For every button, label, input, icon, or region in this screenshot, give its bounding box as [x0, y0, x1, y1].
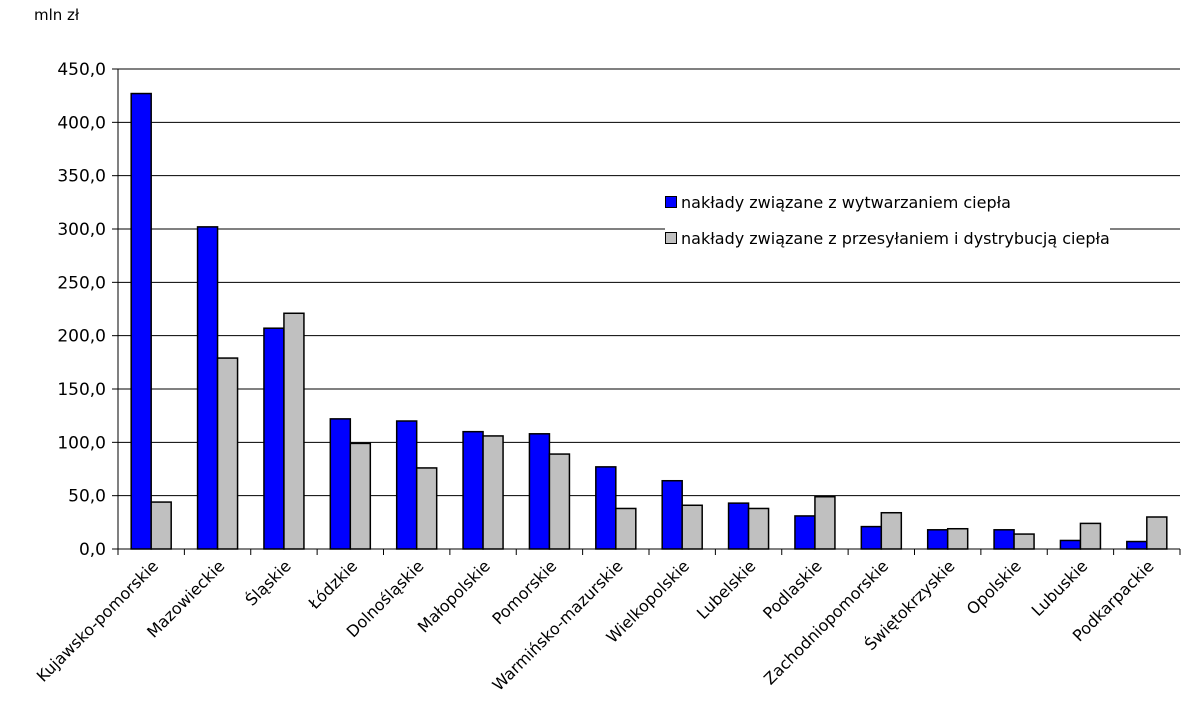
- y-tick-label: 150,0: [57, 380, 106, 400]
- x-category-label: Śląskie: [242, 556, 295, 609]
- x-category-label: Lubelskie: [693, 556, 760, 623]
- bar-production: [860, 525, 883, 550]
- bar-distribution: [880, 511, 903, 550]
- bar-production: [196, 226, 219, 550]
- bar-distribution: [548, 453, 571, 550]
- y-tick-label: 50,0: [68, 487, 106, 507]
- bar-distribution: [946, 527, 969, 550]
- bar-production: [528, 433, 551, 550]
- legend-label-distribution: nakłady związane z przesyłaniem i dystry…: [681, 228, 1110, 248]
- x-category-label: Podlaskie: [759, 556, 826, 623]
- bar-production: [395, 420, 418, 550]
- y-tick-label: 250,0: [57, 273, 106, 293]
- y-tick-label: 450,0: [57, 60, 106, 80]
- x-category-label: Opolskie: [963, 556, 1025, 618]
- bar-production: [727, 502, 750, 550]
- y-tick-label: 0,0: [79, 540, 106, 560]
- bar-distribution: [615, 507, 637, 550]
- bar-production: [462, 430, 484, 550]
- bar-distribution: [681, 504, 703, 550]
- x-category-label: Warmińsko-mazurskie: [489, 556, 627, 694]
- legend-label-production: nakłady związane z wytwarzaniem ciepła: [681, 192, 1011, 212]
- bar-distribution: [1079, 522, 1102, 550]
- bar-distribution: [283, 312, 305, 550]
- bar-production: [661, 479, 683, 550]
- bar-production: [926, 529, 949, 550]
- legend-item-distribution: nakłady związane z przesyłaniem i dystry…: [665, 226, 1110, 250]
- y-tick-label: 100,0: [57, 433, 106, 453]
- bar-production: [595, 466, 617, 550]
- bar-production: [794, 515, 816, 550]
- bar-production: [130, 92, 152, 550]
- legend-swatch-distribution: [665, 232, 677, 244]
- bar-distribution: [814, 495, 836, 550]
- y-tick-label: 400,0: [57, 113, 106, 133]
- bars: [130, 92, 1168, 550]
- bar-production: [1059, 539, 1082, 550]
- bar-distribution: [150, 501, 172, 550]
- bar-distribution: [216, 357, 239, 550]
- legend-swatch-production: [665, 196, 677, 208]
- y-tick-label: 300,0: [57, 220, 106, 240]
- bar-distribution: [1013, 533, 1035, 550]
- x-category-label: Łódzkie: [304, 556, 361, 613]
- y-tick-label: 350,0: [57, 167, 106, 187]
- bar-distribution: [1146, 516, 1168, 550]
- legend-item-production: nakłady związane z wytwarzaniem ciepła: [665, 190, 1110, 214]
- bar-distribution: [415, 467, 438, 550]
- bar-distribution: [349, 442, 372, 550]
- legend: nakłady związane z wytwarzaniem ciepła n…: [665, 190, 1110, 262]
- bar-distribution: [482, 435, 504, 550]
- x-category-label: Kujawsko-pomorskie: [33, 556, 162, 685]
- bar-distribution: [747, 507, 770, 550]
- bar-production: [1126, 540, 1148, 550]
- y-axis-unit-label: mln zł: [34, 6, 80, 24]
- bar-production: [263, 327, 285, 550]
- bar-production: [329, 418, 352, 550]
- y-tick-label: 200,0: [57, 327, 106, 347]
- x-category-label: Pomorskie: [488, 556, 560, 628]
- bar-production: [993, 529, 1015, 550]
- x-category-label: Lubuskie: [1028, 556, 1092, 620]
- x-category-label: Zachodniopomorskie: [760, 556, 892, 688]
